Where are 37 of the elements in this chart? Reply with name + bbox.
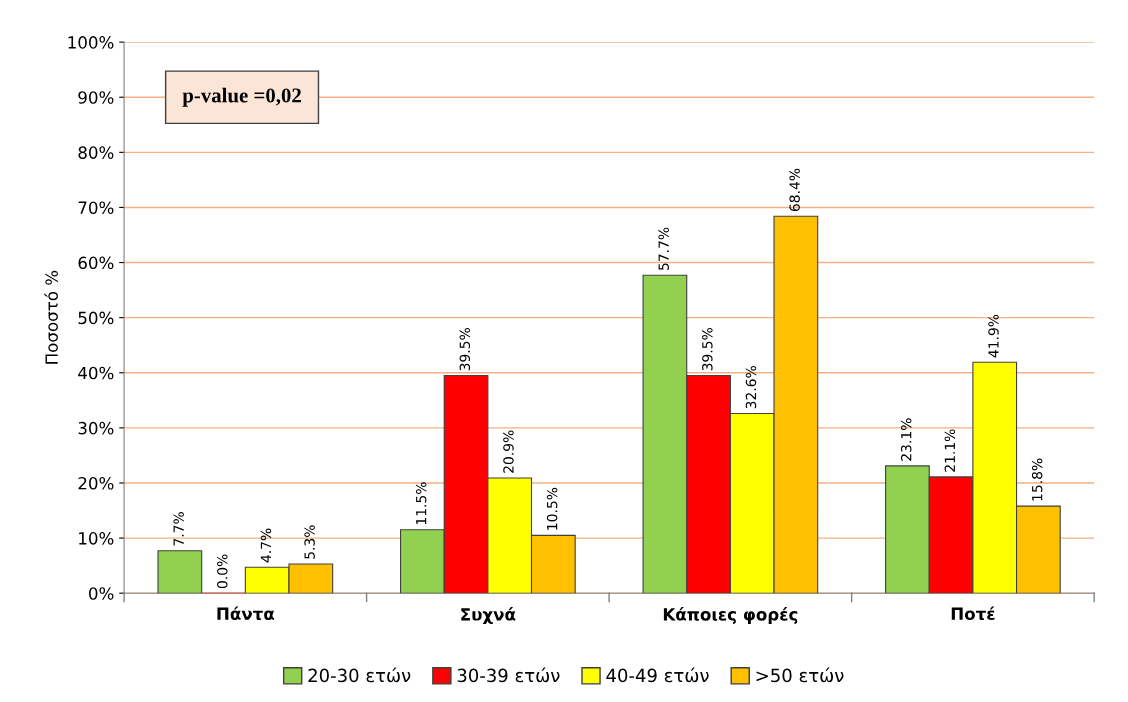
y-tick-label: 40% — [78, 366, 114, 380]
data-label: 4.7% — [260, 528, 272, 563]
y-tick-label: 90% — [78, 91, 114, 104]
legend-label: 40-49 ετών — [606, 667, 709, 683]
y-tick-label: 20% — [78, 476, 114, 490]
x-tick-label: Ποτέ — [951, 606, 995, 621]
y-tick-label: 100% — [68, 36, 114, 49]
x-tick-label: Συχνά — [461, 607, 516, 624]
data-label: 39.5% — [459, 328, 471, 371]
data-label: 41.9% — [988, 314, 999, 358]
x-tick-label: Πάντα — [217, 606, 275, 621]
data-label: 0.0% — [217, 554, 228, 589]
y-tick-label: 30% — [78, 421, 114, 435]
data-label: 10.5% — [546, 487, 558, 530]
legend-label: >50 ετών — [756, 667, 844, 683]
y-tick-label: 50% — [78, 311, 114, 325]
data-label: 39.5% — [702, 328, 713, 371]
y-tick-label: 60% — [78, 256, 114, 270]
data-label: 32.6% — [745, 366, 757, 409]
y-tick-label: 80% — [78, 146, 114, 159]
data-label: 20.9% — [503, 430, 514, 473]
y-tick-label: 70% — [78, 201, 114, 215]
legend-label: 30-39 ετών — [457, 667, 560, 683]
data-label: 57.7% — [658, 227, 669, 270]
y-axis-title: Ποσοστό % — [44, 270, 58, 364]
data-label: 11.5% — [415, 482, 427, 525]
legend-label: 20-30 ετών — [308, 667, 411, 683]
y-tick-label: 10% — [79, 532, 114, 545]
data-label: 21.1% — [944, 429, 956, 472]
data-label: 15.8% — [1031, 458, 1043, 501]
data-label: 5.3% — [304, 525, 315, 559]
annotation: p-value =0,02 — [182, 87, 301, 107]
data-label: 7.7% — [173, 512, 184, 546]
data-label: 68.4% — [789, 168, 800, 212]
x-tick-label: Κάποιες φορές — [663, 607, 798, 624]
data-label: 23.1% — [900, 418, 912, 461]
y-tick-label: 0% — [89, 587, 114, 600]
